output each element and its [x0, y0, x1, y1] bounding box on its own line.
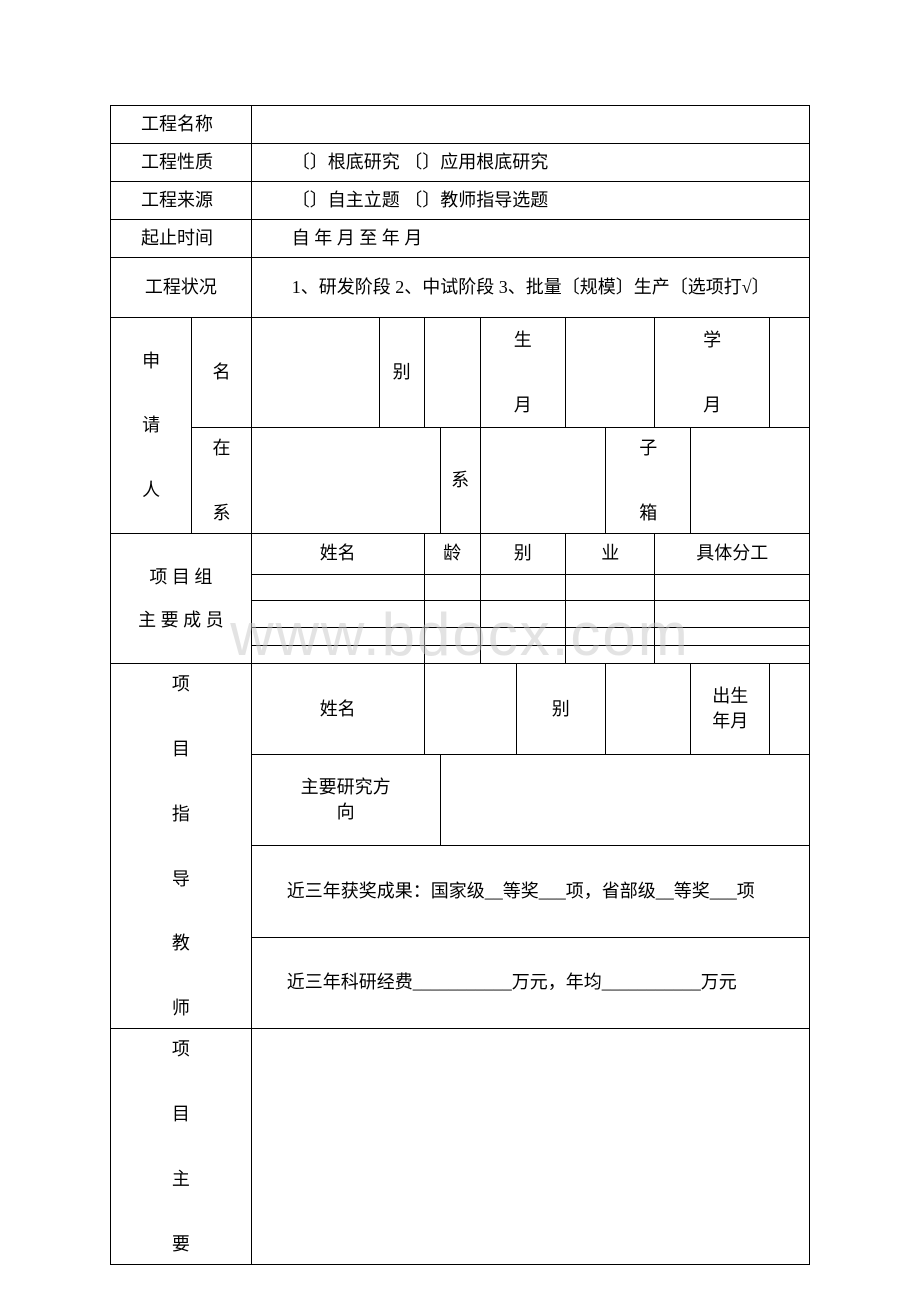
form-table: 工程名称 工程性质 〔〕根底研究 〔〕应用根底研究 工程来源 〔〕自主立题 〔〕…: [110, 105, 810, 1265]
applicant-gender-label: 别: [379, 318, 424, 428]
project-name-label: 工程名称: [111, 106, 252, 144]
member-row-gender[interactable]: [480, 601, 565, 627]
advisor-name-value[interactable]: [424, 664, 516, 755]
member-row-age[interactable]: [424, 574, 480, 600]
member-row-role[interactable]: [655, 601, 810, 627]
applicant-section-label: 申请人: [111, 318, 192, 534]
member-row-name[interactable]: [251, 627, 424, 645]
member-row-major[interactable]: [566, 627, 655, 645]
applicant-dept-label: 在系: [192, 428, 252, 534]
applicant-study-value[interactable]: [769, 318, 809, 428]
member-row-name[interactable]: [251, 574, 424, 600]
members-header-role: 具体分工: [655, 534, 810, 575]
applicant-dept-value[interactable]: [251, 428, 440, 534]
applicant-study-label: 学月: [655, 318, 769, 428]
applicant-name-value[interactable]: [251, 318, 379, 428]
project-nature-value[interactable]: 〔〕根底研究 〔〕应用根底研究: [251, 144, 809, 182]
advisor-name-label: 姓名: [251, 664, 424, 755]
member-row-major[interactable]: [566, 645, 655, 663]
project-name-value[interactable]: [251, 106, 809, 144]
member-row-name[interactable]: [251, 645, 424, 663]
advisor-research-value[interactable]: [440, 755, 809, 846]
advisor-birth-label: 出生年月: [691, 664, 770, 755]
advisor-gender-label: 别: [516, 664, 605, 755]
time-range-value[interactable]: 自 年 月 至 年 月: [251, 220, 809, 258]
member-row-gender[interactable]: [480, 645, 565, 663]
member-row-gender[interactable]: [480, 627, 565, 645]
member-row-name[interactable]: [251, 601, 424, 627]
member-row-role[interactable]: [655, 574, 810, 600]
members-header-name: 姓名: [251, 534, 424, 575]
main-content-label: 项目主要: [111, 1029, 252, 1265]
project-status-label: 工程状况: [111, 258, 252, 318]
applicant-name-label: 名: [192, 318, 252, 428]
applicant-gender-value[interactable]: [424, 318, 480, 428]
applicant-contact-label: 系: [440, 428, 480, 534]
members-section-label: 项 目 组 主 要 成 员: [111, 534, 252, 664]
advisor-birth-value[interactable]: [770, 664, 810, 755]
member-row-major[interactable]: [566, 601, 655, 627]
members-header-major: 业: [566, 534, 655, 575]
applicant-birth-value[interactable]: [566, 318, 655, 428]
applicant-email-value[interactable]: [691, 428, 810, 534]
main-content-value[interactable]: [251, 1029, 809, 1265]
advisor-gender-value[interactable]: [605, 664, 690, 755]
applicant-email-label: 子箱: [605, 428, 690, 534]
project-source-value[interactable]: 〔〕自主立题 〔〕教师指导选题: [251, 182, 809, 220]
advisor-section-label: 项目指导教师: [111, 664, 252, 1029]
time-range-label: 起止时间: [111, 220, 252, 258]
applicant-birth-label: 生月: [480, 318, 565, 428]
member-row-gender[interactable]: [480, 574, 565, 600]
project-status-value[interactable]: 1、研发阶段 2、中试阶段 3、批量〔规模〕生产〔选项打√〕: [251, 258, 809, 318]
member-row-age[interactable]: [424, 645, 480, 663]
member-row-role[interactable]: [655, 627, 810, 645]
advisor-research-label: 主要研究方向: [251, 755, 440, 846]
members-header-age: 龄: [424, 534, 480, 575]
member-row-role[interactable]: [655, 645, 810, 663]
member-row-major[interactable]: [566, 574, 655, 600]
advisor-awards[interactable]: 近三年获奖成果：国家级__等奖___项，省部级__等奖___项: [251, 845, 809, 937]
applicant-contact-value[interactable]: [480, 428, 605, 534]
member-row-age[interactable]: [424, 601, 480, 627]
project-nature-label: 工程性质: [111, 144, 252, 182]
project-source-label: 工程来源: [111, 182, 252, 220]
members-header-gender: 别: [480, 534, 565, 575]
member-row-age[interactable]: [424, 627, 480, 645]
advisor-funding[interactable]: 近三年科研经费___________万元，年均___________万元: [251, 937, 809, 1029]
